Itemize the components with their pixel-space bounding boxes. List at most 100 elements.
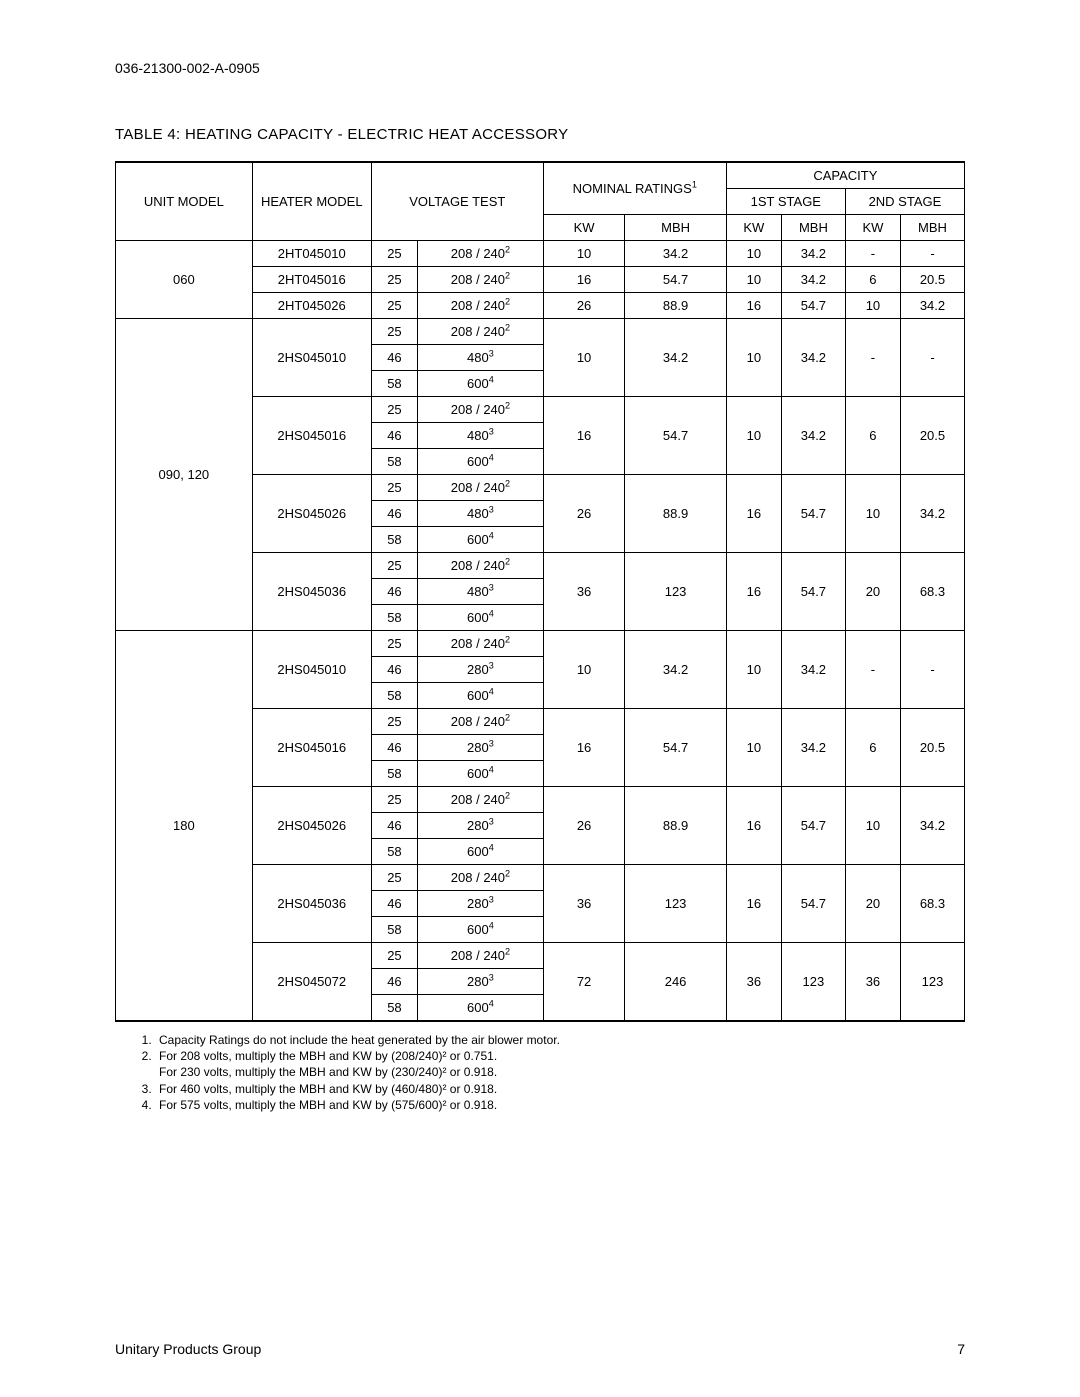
s2mbh-cell: 68.3 [900, 865, 964, 943]
table-title: TABLE 4: HEATING CAPACITY - ELECTRIC HEA… [115, 126, 965, 143]
footnote-item: For 208 volts, multiply the MBH and KW b… [155, 1048, 965, 1080]
voltage-value-cell: 4803 [418, 423, 544, 449]
document-id: 036-21300-002-A-0905 [115, 60, 965, 76]
col-kw: KW [543, 215, 625, 241]
voltage-code-cell: 46 [371, 813, 417, 839]
s2kw-cell: 6 [845, 709, 900, 787]
col-stage2: 2ND STAGE [845, 189, 964, 215]
col-voltage-test: VOLTAGE TEST [371, 162, 543, 241]
unit-model-cell: 060 [116, 241, 253, 319]
footer-left: Unitary Products Group [115, 1341, 261, 1357]
mbh-cell: 34.2 [625, 241, 726, 267]
mbh-cell: 54.7 [625, 397, 726, 475]
s1mbh-cell: 54.7 [781, 787, 845, 865]
s2kw-cell: 20 [845, 553, 900, 631]
heater-model-cell: 2HS045036 [252, 553, 371, 631]
heater-model-cell: 2HS045016 [252, 709, 371, 787]
s2kw-cell: 10 [845, 293, 900, 319]
nominal-ratings-sup: 1 [692, 180, 697, 190]
col-s2-kw: KW [845, 215, 900, 241]
col-s1-mbh: MBH [781, 215, 845, 241]
voltage-value-cell: 4803 [418, 345, 544, 371]
voltage-code-cell: 58 [371, 761, 417, 787]
voltage-value-cell: 2803 [418, 735, 544, 761]
voltage-code-cell: 25 [371, 943, 417, 969]
voltage-code-cell: 25 [371, 475, 417, 501]
s2mbh-cell: 34.2 [900, 293, 964, 319]
s2mbh-cell: 20.5 [900, 397, 964, 475]
mbh-cell: 88.9 [625, 293, 726, 319]
kw-cell: 36 [543, 553, 625, 631]
s1mbh-cell: 54.7 [781, 293, 845, 319]
voltage-value-cell: 208 / 2402 [418, 241, 544, 267]
voltage-code-cell: 46 [371, 657, 417, 683]
voltage-code-cell: 46 [371, 579, 417, 605]
kw-cell: 16 [543, 397, 625, 475]
voltage-code-cell: 25 [371, 241, 417, 267]
s1kw-cell: 16 [726, 475, 781, 553]
mbh-cell: 34.2 [625, 319, 726, 397]
voltage-code-cell: 58 [371, 839, 417, 865]
kw-cell: 26 [543, 293, 625, 319]
voltage-value-cell: 208 / 2402 [418, 319, 544, 345]
voltage-code-cell: 25 [371, 865, 417, 891]
heater-model-cell: 2HT045010 [252, 241, 371, 267]
s2mbh-cell: 123 [900, 943, 964, 1022]
col-capacity: CAPACITY [726, 162, 964, 189]
s2kw-cell: 6 [845, 267, 900, 293]
kw-cell: 16 [543, 709, 625, 787]
voltage-code-cell: 58 [371, 605, 417, 631]
mbh-cell: 54.7 [625, 709, 726, 787]
voltage-code-cell: 25 [371, 709, 417, 735]
kw-cell: 72 [543, 943, 625, 1022]
footer-right: 7 [957, 1341, 965, 1357]
voltage-code-cell: 58 [371, 449, 417, 475]
voltage-code-cell: 25 [371, 267, 417, 293]
s2mbh-cell: 34.2 [900, 787, 964, 865]
voltage-value-cell: 208 / 2402 [418, 553, 544, 579]
s1kw-cell: 16 [726, 787, 781, 865]
s1mbh-cell: 34.2 [781, 631, 845, 709]
voltage-value-cell: 2803 [418, 657, 544, 683]
heater-model-cell: 2HT045016 [252, 267, 371, 293]
voltage-value-cell: 6004 [418, 995, 544, 1022]
voltage-value-cell: 2803 [418, 969, 544, 995]
mbh-cell: 123 [625, 865, 726, 943]
col-nominal-ratings: NOMINAL RATINGS1 [543, 162, 726, 215]
kw-cell: 16 [543, 267, 625, 293]
s1kw-cell: 36 [726, 943, 781, 1022]
s1mbh-cell: 54.7 [781, 553, 845, 631]
voltage-value-cell: 208 / 2402 [418, 865, 544, 891]
s1kw-cell: 10 [726, 397, 781, 475]
s1kw-cell: 10 [726, 631, 781, 709]
voltage-value-cell: 6004 [418, 683, 544, 709]
s2mbh-cell: 68.3 [900, 553, 964, 631]
voltage-value-cell: 2803 [418, 813, 544, 839]
voltage-code-cell: 46 [371, 969, 417, 995]
heater-model-cell: 2HS045010 [252, 631, 371, 709]
s1kw-cell: 10 [726, 709, 781, 787]
s2mbh-cell: 20.5 [900, 267, 964, 293]
unit-model-cell: 180 [116, 631, 253, 1022]
voltage-code-cell: 58 [371, 683, 417, 709]
voltage-code-cell: 46 [371, 501, 417, 527]
kw-cell: 10 [543, 319, 625, 397]
voltage-value-cell: 208 / 2402 [418, 787, 544, 813]
s2mbh-cell: - [900, 631, 964, 709]
s1kw-cell: 16 [726, 553, 781, 631]
s1mbh-cell: 54.7 [781, 475, 845, 553]
voltage-value-cell: 208 / 2402 [418, 267, 544, 293]
s2mbh-cell: - [900, 241, 964, 267]
s2kw-cell: 10 [845, 787, 900, 865]
footnote-item: For 460 volts, multiply the MBH and KW b… [155, 1081, 965, 1097]
s1kw-cell: 10 [726, 267, 781, 293]
voltage-value-cell: 208 / 2402 [418, 293, 544, 319]
s2kw-cell: - [845, 319, 900, 397]
s1mbh-cell: 34.2 [781, 267, 845, 293]
voltage-value-cell: 208 / 2402 [418, 397, 544, 423]
col-s1-kw: KW [726, 215, 781, 241]
voltage-value-cell: 4803 [418, 579, 544, 605]
kw-cell: 36 [543, 865, 625, 943]
voltage-value-cell: 6004 [418, 839, 544, 865]
s1mbh-cell: 34.2 [781, 241, 845, 267]
